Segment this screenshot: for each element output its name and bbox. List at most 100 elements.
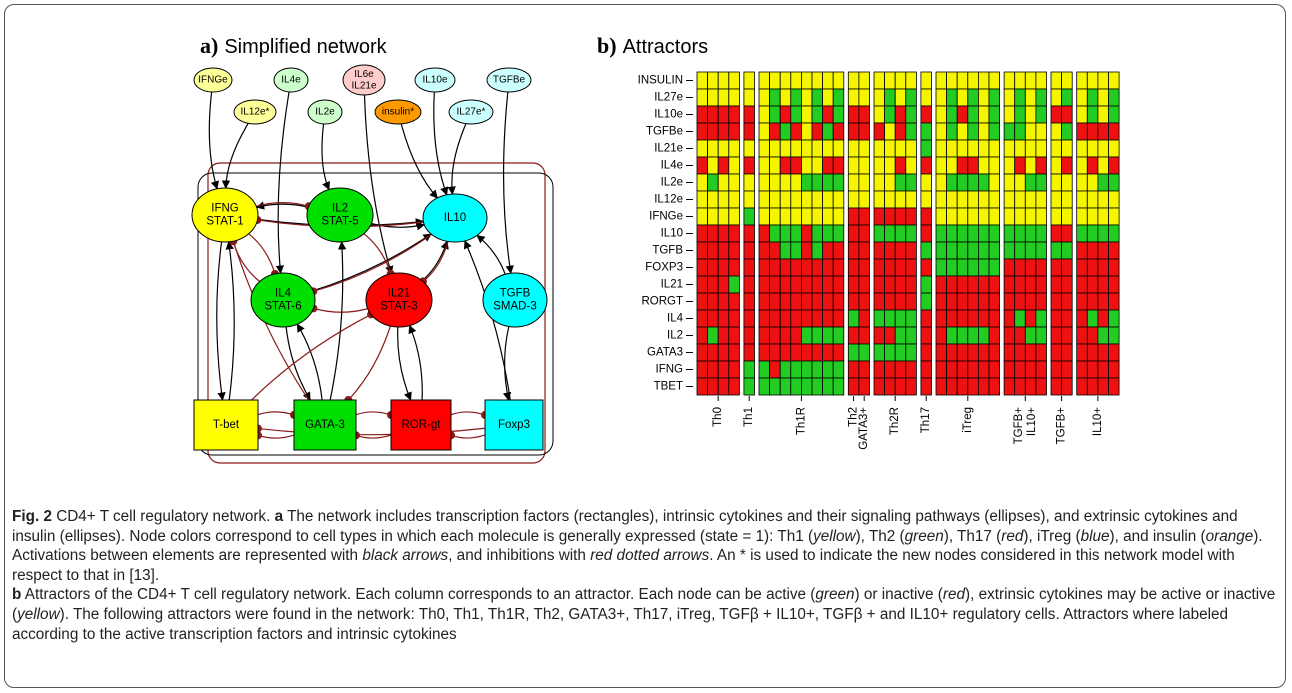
heat-cell xyxy=(1076,258,1088,277)
heat-cell xyxy=(1097,190,1109,209)
heat-cell xyxy=(790,377,802,396)
heat-cell xyxy=(717,139,730,158)
heat-cell xyxy=(696,326,709,345)
heat-cell xyxy=(935,241,948,260)
inhibition-edge xyxy=(363,233,392,275)
heat-cell xyxy=(1061,71,1073,90)
heat-cell xyxy=(935,156,948,175)
heat-cell xyxy=(822,326,834,345)
heat-cell xyxy=(920,207,932,226)
group-label: iTreg xyxy=(962,407,974,433)
heat-cell xyxy=(758,292,771,311)
heat-cell xyxy=(707,360,719,379)
heat-cell xyxy=(1086,88,1099,107)
group-label: Th2R xyxy=(889,407,901,435)
node-label: SMAD-3 xyxy=(493,301,536,313)
inhibition-edge xyxy=(256,202,309,207)
heat-cell xyxy=(758,326,771,345)
heat-cell xyxy=(894,190,907,209)
heat-cell xyxy=(847,190,860,209)
heat-cell xyxy=(1024,71,1037,90)
caption-text: ), Th17 ( xyxy=(943,527,1002,545)
heat-cell xyxy=(811,105,824,124)
heat-cell xyxy=(696,292,709,311)
heat-cell xyxy=(779,88,792,107)
heat-cell xyxy=(801,207,813,226)
node-label: GATA-3 xyxy=(305,419,345,431)
heat-cell xyxy=(967,326,979,345)
heat-cell xyxy=(988,258,1001,277)
heat-cell xyxy=(978,224,990,243)
heat-cell xyxy=(743,224,755,243)
heat-cell xyxy=(790,326,802,345)
row-label: IL2 xyxy=(667,330,683,342)
group-label: Th1 xyxy=(743,407,755,427)
heat-cell xyxy=(1076,343,1088,362)
heat-cell xyxy=(956,360,969,379)
inhibition-edge xyxy=(232,240,310,401)
heat-cell xyxy=(946,88,958,107)
heat-cell xyxy=(1097,309,1109,328)
heat-cell xyxy=(811,275,824,294)
heat-cell xyxy=(728,343,740,362)
heat-cell xyxy=(758,309,771,328)
heat-cell xyxy=(1086,156,1099,175)
node-box xyxy=(293,399,357,451)
activation-edge xyxy=(321,123,330,191)
heat-cell xyxy=(779,122,792,141)
heat-cell xyxy=(717,71,730,90)
heat-cell xyxy=(811,292,824,311)
caption-text: The network includes transcription facto… xyxy=(12,508,1238,545)
heat-cell xyxy=(967,224,979,243)
heat-cell xyxy=(1014,275,1026,294)
heat-cell xyxy=(743,275,755,294)
heat-cell xyxy=(1024,88,1037,107)
heat-cell xyxy=(696,122,709,141)
heat-cell xyxy=(743,122,755,141)
group-label: Th2 xyxy=(848,407,860,427)
heat-cell xyxy=(967,105,979,124)
heat-cell xyxy=(1086,292,1099,311)
caption-em: green xyxy=(815,586,855,604)
heat-cell xyxy=(920,156,932,175)
heat-cell xyxy=(790,71,802,90)
heat-cell xyxy=(946,377,958,396)
heat-cell xyxy=(769,139,781,158)
heat-cell xyxy=(847,224,860,243)
heat-cell xyxy=(978,71,990,90)
heat-cell xyxy=(978,156,990,175)
heat-cell xyxy=(832,156,845,175)
heat-cell xyxy=(790,156,802,175)
heat-cell xyxy=(790,258,802,277)
heat-cell xyxy=(935,377,948,396)
heat-cell xyxy=(873,360,886,379)
network-frame xyxy=(207,162,546,464)
heat-cell xyxy=(822,156,834,175)
caption-text: ), Th2 ( xyxy=(855,527,905,545)
heat-cell xyxy=(920,105,932,124)
heat-cell xyxy=(696,88,709,107)
node-box xyxy=(193,399,259,451)
node-box xyxy=(484,399,544,451)
heat-cell xyxy=(728,207,740,226)
node-label: STAT-3 xyxy=(380,301,417,313)
inhibition-edge xyxy=(450,434,486,439)
heat-cell xyxy=(779,207,792,226)
heat-cell xyxy=(696,360,709,379)
heat-cell xyxy=(728,241,740,260)
heat-cell xyxy=(905,241,917,260)
heat-cell xyxy=(988,71,1001,90)
heat-cell xyxy=(956,71,969,90)
group-label: GATA3+ xyxy=(858,407,870,450)
heat-cell xyxy=(743,360,755,379)
heat-cell xyxy=(790,173,802,192)
heat-cell xyxy=(1014,258,1026,277)
activation-edge xyxy=(408,324,423,401)
heat-cell xyxy=(873,88,886,107)
heat-cell xyxy=(935,309,948,328)
heat-cell xyxy=(743,258,755,277)
heat-cell xyxy=(758,71,771,90)
heat-cell xyxy=(920,224,932,243)
heat-cell xyxy=(847,207,860,226)
